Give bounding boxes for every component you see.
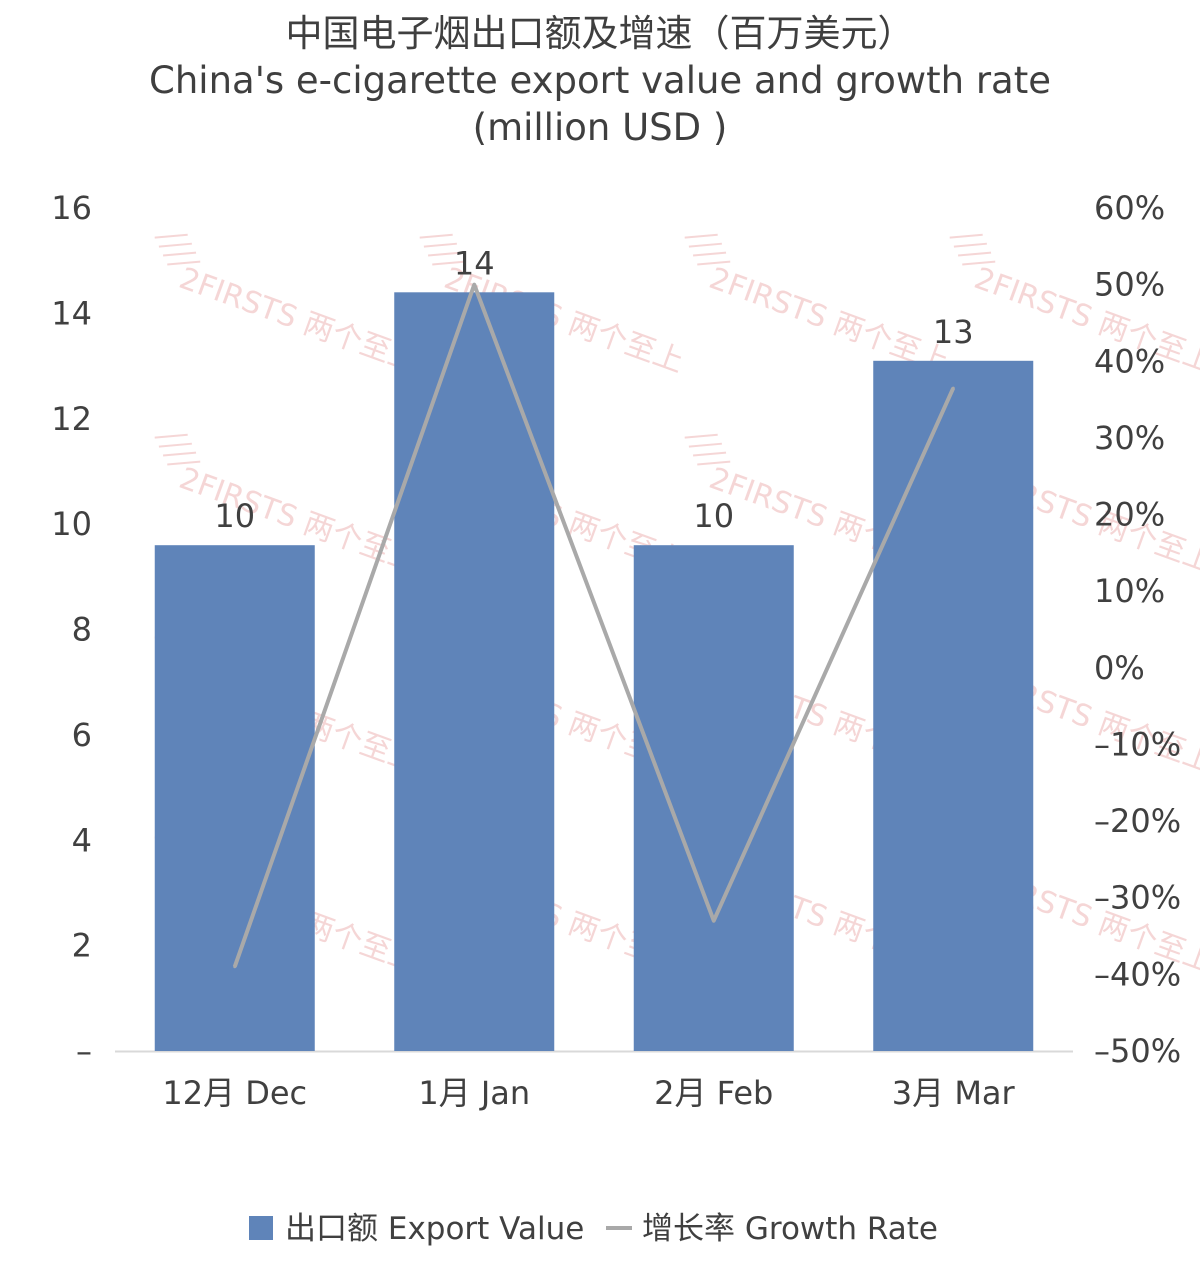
watermark-logo-icon <box>688 242 722 248</box>
y-left-tick-label: 12 <box>51 400 92 438</box>
y-right-tick-label: 10% <box>1094 572 1165 610</box>
legend-bar-swatch <box>249 1216 273 1240</box>
y-left-tick-label: 8 <box>72 611 92 649</box>
watermark-logo-icon <box>949 233 983 239</box>
chart-title: 中国电子烟出口额及增速（百万美元）China's e-cigarette exp… <box>149 12 1051 149</box>
watermark-logo-icon <box>692 251 727 257</box>
watermark: 2FIRSTS 两个至上 <box>684 233 953 380</box>
y-right-tick-label: –10% <box>1094 725 1181 763</box>
bar <box>394 292 555 1051</box>
watermark-logo-icon <box>162 251 197 257</box>
axes: – 2 4 6 8 10 12 14 16 –50% –40% –30% –20% –10% 0% 10% 20… <box>51 189 1181 1112</box>
y-right-tick-label: 20% <box>1094 496 1165 534</box>
watermark-logo-icon <box>154 233 188 239</box>
y-left-tick-label: 14 <box>51 294 92 332</box>
legend-bar-label: 出口额 Export Value <box>285 1211 584 1247</box>
watermark: 2FIRSTS 两个至上 <box>154 233 424 380</box>
y-right-tick-label: –20% <box>1094 802 1181 840</box>
watermark-logo-icon <box>684 233 718 239</box>
watermark-logo-icon <box>162 451 197 457</box>
watermark-logo-icon <box>427 251 462 257</box>
watermark-logo-icon <box>957 251 992 257</box>
chart-title-line: (million USD ) <box>473 106 728 149</box>
watermark-logo-icon <box>953 242 987 248</box>
y-right-tick-label: 0% <box>1094 649 1145 687</box>
watermark-logo-icon <box>167 460 201 466</box>
y-right-tick-label: –50% <box>1094 1032 1181 1070</box>
legend: 出口额 Export Value 增长率 Growth Rate <box>249 1211 938 1247</box>
watermark-logo-icon <box>692 451 727 457</box>
y-right-tick-label: 40% <box>1094 342 1165 380</box>
watermark-logo-icon <box>688 442 722 448</box>
watermark-logo-icon <box>432 260 466 266</box>
y-left-tick-label: 16 <box>51 189 92 227</box>
watermark-logo-icon <box>697 460 731 466</box>
watermark-logo-icon <box>158 242 192 248</box>
watermark-logo-icon <box>167 260 201 266</box>
y-right-tick-label: –30% <box>1094 879 1181 917</box>
x-tick-label: 1月 Jan <box>418 1074 530 1112</box>
bar-data-label: 13 <box>933 313 974 351</box>
y-left-tick-label: 2 <box>72 927 92 965</box>
watermark-logo-icon <box>423 242 457 248</box>
growth-rate-line <box>232 282 956 968</box>
bar <box>873 360 1034 1051</box>
y-right-tick-label: 50% <box>1094 266 1165 304</box>
chart-title-line: China's e-cigarette export value and gro… <box>149 59 1051 102</box>
bar-data-label: 10 <box>693 497 734 535</box>
x-tick-label: 2月 Feb <box>654 1074 773 1112</box>
bar-data-label: 10 <box>214 497 255 535</box>
watermark-logo-icon <box>962 260 996 266</box>
x-tick-label: 3月 Mar <box>892 1074 1016 1112</box>
y-right-tick-label: –40% <box>1094 955 1181 993</box>
y-left-tick-label: 10 <box>51 505 92 543</box>
line-series <box>232 282 956 969</box>
watermark-logo-icon <box>684 433 718 439</box>
watermark-text: 2FIRSTS 两个至上 <box>175 261 424 380</box>
y-right-tick-label: 30% <box>1094 419 1165 457</box>
watermark-logo-icon <box>158 442 192 448</box>
bar <box>154 545 315 1051</box>
growth-rate-point <box>472 283 476 287</box>
bar-data-label: 14 <box>454 244 495 282</box>
y-right-tick-label: 60% <box>1094 189 1165 227</box>
watermark-logo-icon <box>154 433 188 439</box>
watermark-logo-icon <box>697 260 731 266</box>
growth-rate-point <box>951 386 955 390</box>
y-left-tick-label: 6 <box>72 716 92 754</box>
growth-rate-point <box>233 965 237 969</box>
x-tick-label: 12月 Dec <box>162 1074 307 1112</box>
watermark-logo-icon <box>419 233 453 239</box>
data-labels: 10 14 10 13 <box>214 244 973 535</box>
y-left-tick-label: 4 <box>72 821 92 859</box>
y-left-tick-label: – <box>76 1032 92 1070</box>
legend-line-label: 增长率 Growth Rate <box>642 1211 938 1247</box>
growth-rate-point <box>712 919 716 923</box>
chart-title-line: 中国电子烟出口额及增速（百万美元） <box>286 12 915 55</box>
